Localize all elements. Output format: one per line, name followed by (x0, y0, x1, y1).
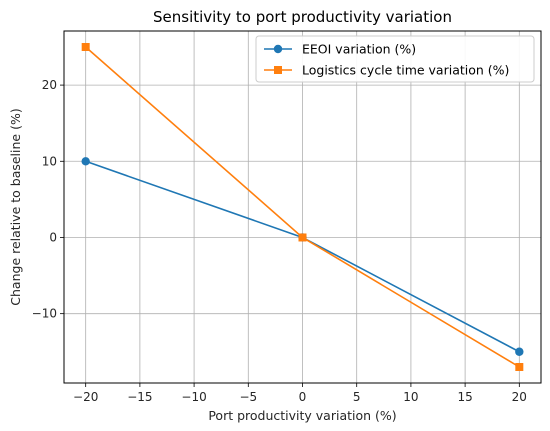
x-tick-label: 10 (403, 390, 418, 404)
ticks: −20 −15 −10 −5 0 5 10 15 20 −10 0 10 20 (32, 78, 527, 404)
series-0-point (515, 347, 524, 356)
series-1-point (515, 363, 524, 371)
x-tick-label: 20 (512, 390, 527, 404)
x-axis-label: Port productivity variation (%) (208, 408, 396, 423)
y-tick-label: 10 (42, 154, 57, 168)
series-1-point (298, 233, 307, 242)
legend-marker-1 (274, 66, 282, 74)
x-tick-label: −10 (181, 390, 206, 404)
x-tick-label: 5 (353, 390, 361, 404)
series-1-point (81, 43, 90, 51)
y-axis-label: Change relative to baseline (%) (8, 108, 23, 305)
y-tick-label: 0 (49, 230, 57, 244)
x-tick-label: 15 (457, 390, 472, 404)
legend-box (255, 35, 535, 83)
legend-label-1: Logistics cycle time variation (%) (302, 63, 509, 78)
legend-label-0: EEOI variation (%) (302, 42, 416, 57)
series-layer (81, 43, 524, 371)
legend-marker-0 (273, 44, 283, 54)
x-tick-label: −15 (127, 390, 152, 404)
x-tick-label: −20 (73, 390, 98, 404)
y-tick-label: −10 (32, 307, 57, 321)
y-tick-label: 20 (42, 78, 57, 92)
legend: EEOI variation (%) Logistics cycle time v… (255, 35, 535, 83)
x-tick-label: 0 (299, 390, 307, 404)
chart-title: Sensitivity to port productivity variati… (153, 8, 452, 26)
x-tick-label: −5 (239, 390, 257, 404)
series-0-point (81, 157, 90, 166)
